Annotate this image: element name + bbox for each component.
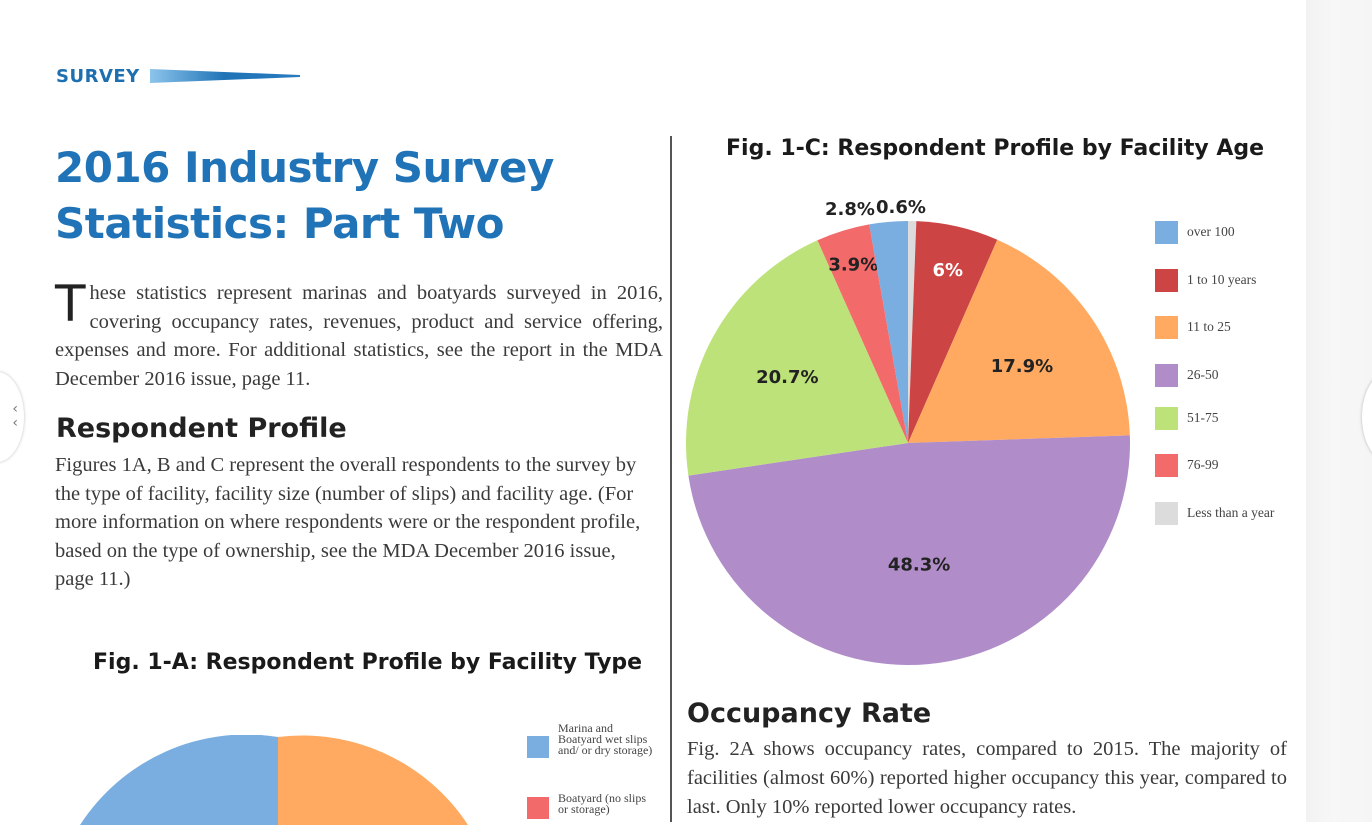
legend-label: over 100 xyxy=(1187,224,1235,239)
next-page-button[interactable] xyxy=(1362,372,1372,462)
legend-item-26-50: 26-50 xyxy=(1155,364,1315,388)
legend-item-over-100: over 100 xyxy=(1155,221,1315,245)
pie-data-label: 2.8% xyxy=(825,199,875,220)
intro-text: hese statistics represent marinas and bo… xyxy=(55,282,663,390)
pie-slice-over-100 xyxy=(869,221,908,443)
legend-swatch xyxy=(527,797,549,819)
legend-swatch xyxy=(1155,364,1178,387)
pie-slice-1-to-10-years xyxy=(908,221,998,443)
respondent-profile-heading: Respondent Profile xyxy=(56,413,347,444)
legend-label: 76-99 xyxy=(1187,457,1219,472)
previous-page-button[interactable]: ‹ ‹ xyxy=(0,372,24,462)
occupancy-rate-heading: Occupancy Rate xyxy=(687,698,932,729)
pie-slice-76-99 xyxy=(817,224,908,443)
legend-swatch xyxy=(1155,502,1178,525)
pie-data-label: 0.6% xyxy=(876,197,926,218)
pie-data-label: 48.3% xyxy=(888,555,950,576)
legend-label: Marina and Boatyard wet slips and/ or dr… xyxy=(558,721,653,757)
legend-swatch xyxy=(1155,221,1178,244)
pie-data-label: 20.7% xyxy=(756,367,818,388)
figure-1a-title: Fig. 1-A: Respondent Profile by Facility… xyxy=(93,650,643,675)
legend-swatch xyxy=(1155,316,1178,339)
legend-swatch xyxy=(527,736,549,758)
occupancy-rate-text: Fig. 2A shows occupancy rates, compared … xyxy=(687,738,1287,818)
legend-swatch xyxy=(1155,407,1178,430)
legend-label: 1 to 10 years xyxy=(1187,272,1257,287)
figure-1a-legend-item: Boatyard (no slips or storage) xyxy=(527,792,687,821)
article-title: 2016 Industry Survey Statistics: Part Tw… xyxy=(55,140,615,252)
title-line-1: 2016 Industry Survey xyxy=(55,143,554,192)
pie-data-label: 17.9% xyxy=(991,356,1053,377)
figure-1c-pie: 0.6% 6% 17.9% 48.3% 20.7% 3.9% 2.8% xyxy=(686,197,1130,666)
column-divider xyxy=(670,136,672,822)
legend-label: 51-75 xyxy=(1187,410,1219,425)
section-tag: SURVEY xyxy=(56,66,140,87)
legend-item-11-to-25: 11 to 25 xyxy=(1155,316,1315,340)
legend-swatch xyxy=(1155,269,1178,292)
legend-label: 26-50 xyxy=(1187,367,1219,382)
chevron-left-icon: ‹ ‹ xyxy=(12,401,18,431)
section-tag-bar xyxy=(150,69,300,83)
pie-slice-51-75 xyxy=(686,240,908,476)
legend-swatch xyxy=(1155,454,1178,477)
figure-1a-slice-marina xyxy=(80,735,278,825)
title-line-2: Statistics: Part Two xyxy=(55,199,505,248)
drop-cap: T xyxy=(55,275,86,333)
legend-item-76-99: 76-99 xyxy=(1155,454,1315,478)
legend-item-less-than-a-year: Less than a year xyxy=(1155,502,1315,526)
figure-1c-title: Fig. 1-C: Respondent Profile by Facility… xyxy=(726,136,1265,161)
pie-data-label: 3.9% xyxy=(828,255,878,276)
figure-1a-legend-item: Marina and Boatyard wet slips and/ or dr… xyxy=(527,722,687,760)
legend-item-51-75: 51-75 xyxy=(1155,407,1315,431)
pie-slice-11-to-25 xyxy=(908,239,1130,443)
legend-label: Boatyard (no slips or storage) xyxy=(558,791,646,816)
legend-item-1-to-10-years: 1 to 10 years xyxy=(1155,269,1315,293)
pie-data-label: 6% xyxy=(932,260,963,281)
legend-label: Less than a year xyxy=(1187,505,1275,520)
pie-slice-26-50 xyxy=(688,435,1130,666)
pie-slice-less-than-a-year xyxy=(908,221,917,443)
figure-1a-slice-orange xyxy=(278,735,468,825)
figure-1a-pie xyxy=(80,735,468,825)
page-edge-shadow xyxy=(1306,0,1372,822)
legend-label: 11 to 25 xyxy=(1187,319,1231,334)
respondent-profile-text: Figures 1A, B and C represent the overal… xyxy=(55,454,641,590)
